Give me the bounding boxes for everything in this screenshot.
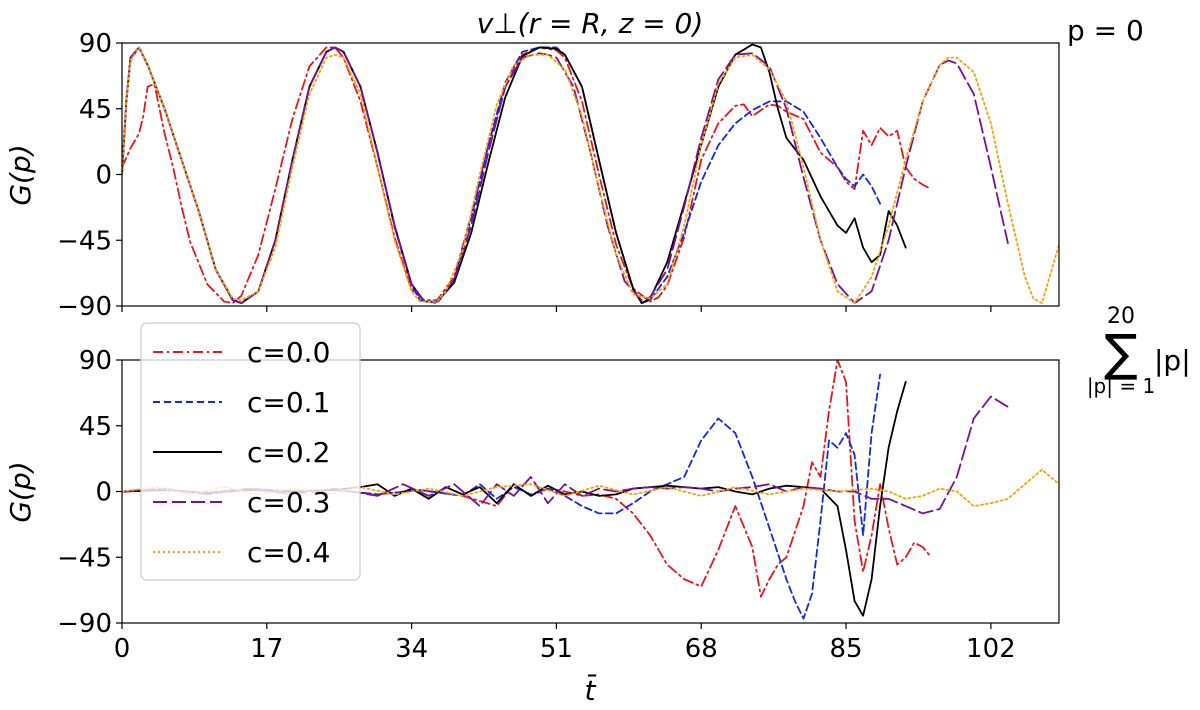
y-tick-label: −90 [57, 609, 112, 639]
series-line-c-0-2 [122, 381, 907, 617]
x-tick-label: 0 [114, 634, 131, 664]
legend-label: c=0.4 [247, 536, 330, 569]
chart-title: v⊥(r = R, z = 0) [477, 7, 704, 40]
sum-lower-limit: |p| = 1 [1087, 374, 1155, 398]
x-tick-label: 34 [395, 634, 428, 664]
bottom-side-label: 20 ∑ |p| = 1 |p| [1087, 304, 1191, 398]
series-line-c-0-1 [122, 46, 881, 304]
top-side-label: p = 0 [1067, 14, 1144, 47]
sum-term: |p| [1154, 344, 1191, 377]
top-panel: −90 −45 0 45 90 G(p) p = 0 [4, 14, 1144, 322]
legend-label: c=0.2 [247, 436, 330, 469]
x-tick-label: 51 [540, 634, 573, 664]
legend-label: c=0.0 [247, 336, 330, 369]
legend-items: c=0.0 c=0.1 c=0.2 c=0.3 c=0.4 [153, 336, 330, 569]
top-series-group [122, 43, 1059, 304]
legend: c=0.0 c=0.1 c=0.2 c=0.3 c=0.4 [140, 322, 361, 581]
series-line-c-0-4 [122, 46, 1059, 304]
sum-symbol: ∑ [1104, 324, 1138, 382]
bottom-panel: −90 −45 0 45 90 0 17 34 51 68 85 102 G(p) t̄ 20 ∑ … [4, 304, 1191, 707]
x-tick-label: 102 [966, 634, 1016, 664]
y-tick-label: 90 [79, 346, 112, 376]
x-tick-label: 68 [685, 634, 718, 664]
y-tick-label: −90 [57, 292, 112, 322]
y-tick-label: −45 [57, 543, 112, 573]
series-line-c-0-3 [122, 395, 1009, 515]
legend-box [140, 322, 361, 581]
y-tick-label: 0 [95, 161, 112, 191]
x-axis-label: t̄ [585, 673, 598, 707]
y-tick-label: −45 [57, 226, 112, 256]
y-tick-label: 0 [95, 478, 112, 508]
x-tick-label: 85 [829, 634, 862, 664]
y-tick-label: 90 [79, 29, 112, 59]
y-tick-label: 45 [79, 95, 112, 125]
top-y-axis-label: G(p) [4, 144, 37, 205]
legend-label: c=0.3 [247, 486, 330, 519]
legend-label: c=0.1 [247, 386, 330, 419]
sum-upper-limit: 20 [1107, 304, 1135, 329]
bottom-y-axis: −90 −45 0 45 90 [57, 346, 122, 639]
x-tick-label: 17 [250, 634, 283, 664]
top-y-axis: −90 −45 0 45 90 [57, 29, 122, 322]
bottom-x-axis: 0 17 34 51 68 85 102 [114, 623, 1016, 664]
bottom-y-axis-label: G(p) [4, 461, 37, 522]
y-tick-label: 45 [79, 412, 112, 442]
top-x-axis [121, 306, 992, 312]
